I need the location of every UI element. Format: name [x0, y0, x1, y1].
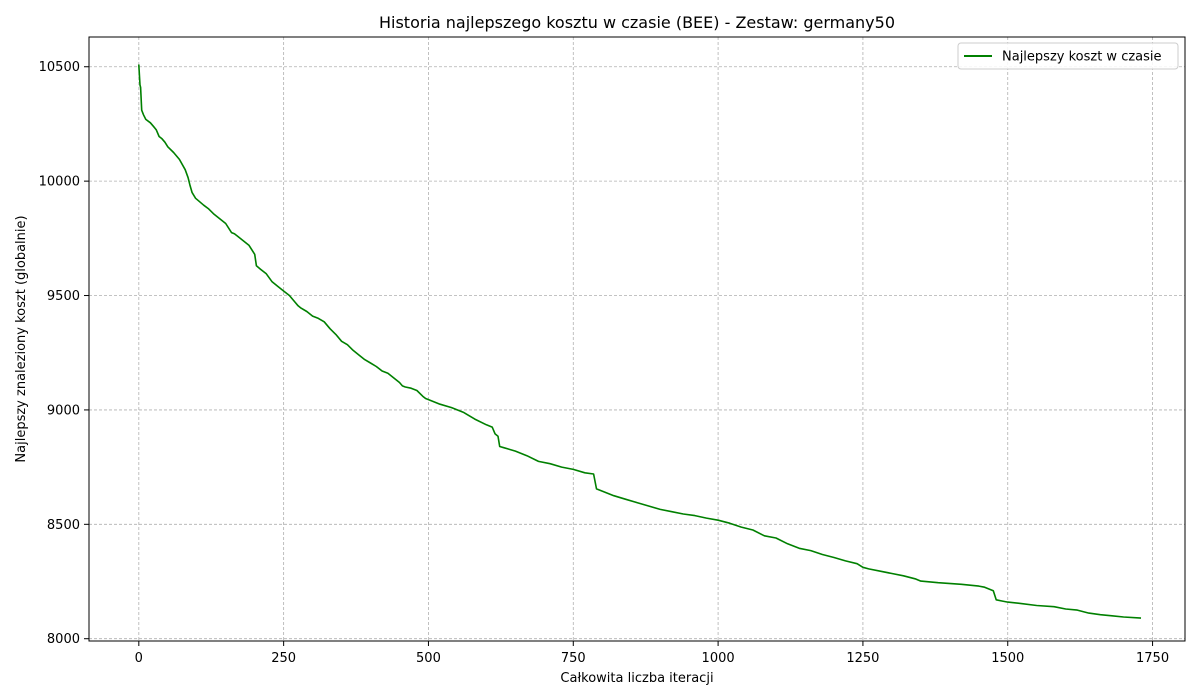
- y-axis-label: Najlepszy znaleziony koszt (globalnie): [14, 215, 29, 462]
- legend-entry-label: Najlepszy koszt w czasie: [1002, 50, 1162, 65]
- x-axis-label: Całkowita liczba iteracji: [560, 671, 713, 686]
- grid: [89, 37, 1185, 641]
- y-tick-label: 9500: [47, 289, 80, 304]
- x-axis-ticks: 0 250 500 750 1000 1250 1500 1750: [135, 641, 1169, 666]
- y-tick-label: 8000: [47, 632, 80, 647]
- x-tick-label: 750: [561, 651, 586, 666]
- series-line: [138, 64, 1142, 619]
- x-tick-label: 250: [271, 651, 296, 666]
- x-tick-label: 1000: [702, 651, 735, 666]
- x-tick-label: 1250: [846, 651, 879, 666]
- chart-title: Historia najlepszego kosztu w czasie (BE…: [379, 13, 895, 32]
- legend-box: [957, 42, 1179, 70]
- series-layer: [138, 64, 1142, 619]
- y-tick-label: 10500: [39, 60, 80, 75]
- y-tick-label: 8500: [47, 518, 80, 533]
- x-tick-label: 1500: [991, 651, 1024, 666]
- legend: Najlepszy koszt w czasie: [957, 42, 1179, 70]
- y-axis-ticks: 8000 8500 9000 9500 10000 10500: [39, 60, 89, 647]
- plot-frame: [88, 36, 1186, 642]
- x-tick-label: 500: [416, 651, 441, 666]
- y-tick-label: 10000: [39, 175, 80, 190]
- x-tick-label: 1750: [1136, 651, 1169, 666]
- x-tick-label: 0: [135, 651, 143, 666]
- y-tick-label: 9000: [47, 403, 80, 418]
